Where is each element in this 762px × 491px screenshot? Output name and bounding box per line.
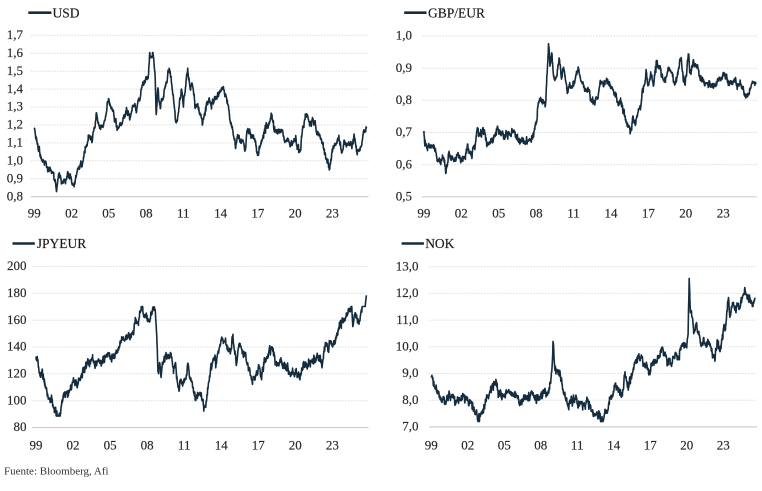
svg-text:0,8: 0,8 [7,188,23,203]
svg-text:08: 08 [530,205,543,220]
svg-text:USD: USD [53,5,80,20]
svg-text:1,3: 1,3 [7,99,23,114]
svg-text:1,4: 1,4 [7,81,24,96]
svg-text:0,6: 0,6 [396,156,413,171]
svg-text:20: 20 [680,438,693,453]
svg-text:1,1: 1,1 [7,135,23,150]
svg-text:100: 100 [7,392,27,407]
svg-text:0,9: 0,9 [7,170,23,185]
svg-text:NOK: NOK [425,236,454,251]
svg-text:0,7: 0,7 [396,124,413,139]
svg-text:0,9: 0,9 [396,60,412,75]
svg-text:0,8: 0,8 [396,92,412,107]
svg-text:20: 20 [289,205,302,220]
svg-text:05: 05 [102,205,115,220]
svg-text:180: 180 [7,285,27,300]
svg-text:17: 17 [252,438,266,453]
svg-text:12,0: 12,0 [396,285,419,300]
svg-text:1,0: 1,0 [396,28,412,43]
svg-text:11: 11 [571,438,584,453]
svg-text:7,0: 7,0 [402,419,418,434]
svg-text:14: 14 [607,438,621,453]
svg-text:23: 23 [326,205,339,220]
svg-text:02: 02 [67,438,80,453]
svg-text:05: 05 [104,438,117,453]
svg-text:20: 20 [289,438,302,453]
svg-text:1,7: 1,7 [7,27,24,42]
svg-text:23: 23 [717,438,730,453]
svg-text:11: 11 [178,438,191,453]
svg-text:120: 120 [7,366,27,381]
svg-text:10,0: 10,0 [396,339,419,354]
svg-text:Fuente: Bloomberg, Afi: Fuente: Bloomberg, Afi [4,466,109,478]
svg-text:200: 200 [7,258,27,273]
svg-text:14: 14 [214,205,228,220]
svg-text:80: 80 [14,419,27,434]
svg-text:05: 05 [498,438,511,453]
svg-text:02: 02 [65,205,78,220]
svg-text:0,5: 0,5 [396,189,412,204]
svg-text:14: 14 [215,438,229,453]
svg-text:99: 99 [425,438,438,453]
svg-text:08: 08 [140,205,153,220]
svg-text:14: 14 [605,205,619,220]
svg-text:11,0: 11,0 [396,312,418,327]
svg-text:1,0: 1,0 [7,153,23,168]
svg-text:23: 23 [326,438,339,453]
svg-text:02: 02 [455,205,468,220]
svg-text:11: 11 [177,205,190,220]
svg-text:9,0: 9,0 [402,365,418,380]
svg-text:17: 17 [644,438,658,453]
svg-text:17: 17 [251,205,265,220]
svg-text:99: 99 [417,205,430,220]
svg-text:JPYEUR: JPYEUR [37,236,87,251]
svg-text:02: 02 [461,438,474,453]
svg-text:20: 20 [679,205,692,220]
svg-text:160: 160 [7,312,27,327]
svg-text:GBP/EUR: GBP/EUR [428,5,485,20]
svg-text:1,6: 1,6 [7,45,24,60]
svg-text:1,5: 1,5 [7,63,23,78]
svg-text:1,2: 1,2 [7,117,23,132]
svg-text:08: 08 [141,438,154,453]
svg-text:11: 11 [567,205,580,220]
svg-text:99: 99 [30,438,43,453]
svg-text:23: 23 [717,205,730,220]
svg-text:08: 08 [534,438,547,453]
svg-text:8,0: 8,0 [402,392,418,407]
svg-text:99: 99 [28,205,41,220]
svg-text:140: 140 [7,339,27,354]
svg-text:17: 17 [642,205,656,220]
svg-text:13,0: 13,0 [396,258,419,273]
svg-text:05: 05 [492,205,505,220]
